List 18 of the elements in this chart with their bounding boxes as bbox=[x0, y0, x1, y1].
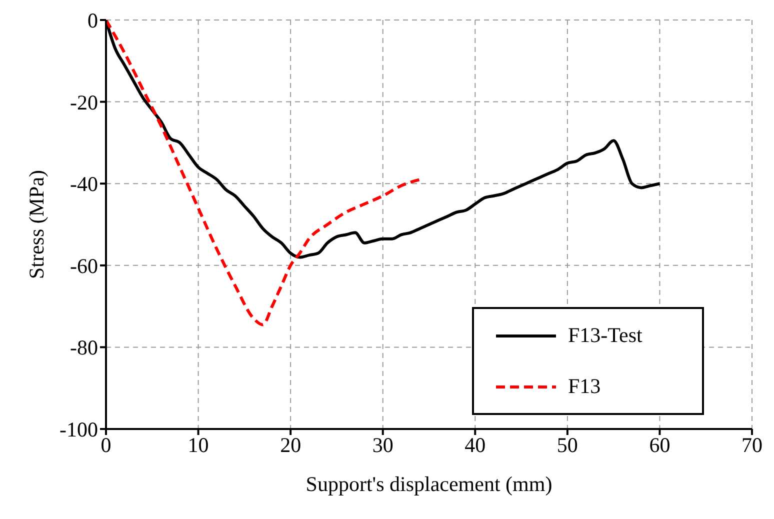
x-tick-label: 30 bbox=[372, 432, 394, 457]
x-tick-label: 40 bbox=[464, 432, 486, 457]
legend-label: F13-Test bbox=[568, 323, 642, 348]
y-tick-label: -40 bbox=[70, 172, 98, 196]
x-tick-label: 20 bbox=[280, 432, 302, 457]
x-tick-label: 50 bbox=[556, 432, 578, 457]
line-series bbox=[106, 20, 422, 326]
x-tick-label: 10 bbox=[188, 432, 209, 457]
y-axis-title: Stress (MPa) bbox=[24, 170, 48, 280]
y-tick-label: -100 bbox=[60, 417, 98, 442]
legend-label: F13 bbox=[568, 374, 601, 399]
y-tick-label: -20 bbox=[70, 90, 98, 114]
y-tick-label: -60 bbox=[70, 254, 98, 278]
x-axis-title: Support's displacement (mm) bbox=[306, 472, 552, 496]
y-tick-label: 0 bbox=[88, 8, 98, 32]
y-tick-label: -80 bbox=[70, 336, 98, 360]
x-tick-label: 60 bbox=[649, 432, 670, 457]
x-tick-label: 70 bbox=[742, 432, 762, 457]
